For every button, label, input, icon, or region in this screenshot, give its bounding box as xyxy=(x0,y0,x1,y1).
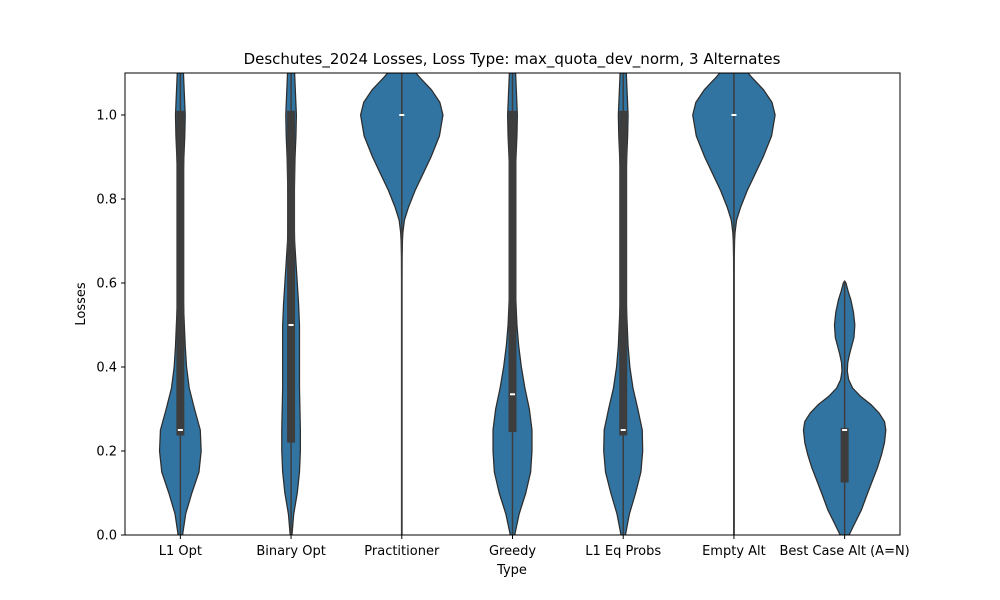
chart-title: Deschutes_2024 Losses, Loss Type: max_qu… xyxy=(244,50,781,69)
y-tick-label: 0.2 xyxy=(96,445,117,460)
y-tick-label: 0.4 xyxy=(96,361,117,376)
iqr-box-l1-eq-probs xyxy=(619,110,628,436)
x-tick-label-binary-opt: Binary Opt xyxy=(256,544,326,559)
x-axis: L1 Opt Binary Opt Practitioner Greedy L1 Eq … xyxy=(159,535,910,559)
x-tick-label-practitioner: Practitioner xyxy=(364,544,440,559)
violins-group xyxy=(158,73,887,535)
y-tick-label: 1.0 xyxy=(96,109,117,124)
x-tick-label-l1-eq-probs: L1 Eq Probs xyxy=(585,544,661,559)
y-tick-label: 0.6 xyxy=(96,277,117,292)
y-axis: 0.0 0.2 0.4 0.6 0.8 1.0 xyxy=(96,109,125,544)
y-tick-label: 0.0 xyxy=(96,529,117,544)
iqr-box-binary-opt xyxy=(287,110,296,443)
x-tick-label-best-case-alt-a-n: Best Case Alt (A=N) xyxy=(780,544,910,559)
iqr-box-l1-opt xyxy=(176,110,185,436)
y-tick-label: 0.8 xyxy=(96,193,117,208)
iqr-box-greedy xyxy=(508,110,517,433)
x-axis-label: Type xyxy=(496,563,527,578)
y-axis-label: Losses xyxy=(74,282,89,326)
x-tick-label-greedy: Greedy xyxy=(489,544,536,559)
x-tick-label-l1-opt: L1 Opt xyxy=(159,544,202,559)
boxes-group xyxy=(176,73,849,535)
iqr-box-best-case-alt-a-n xyxy=(840,427,849,483)
x-tick-label-empty-alt: Empty Alt xyxy=(702,544,766,559)
